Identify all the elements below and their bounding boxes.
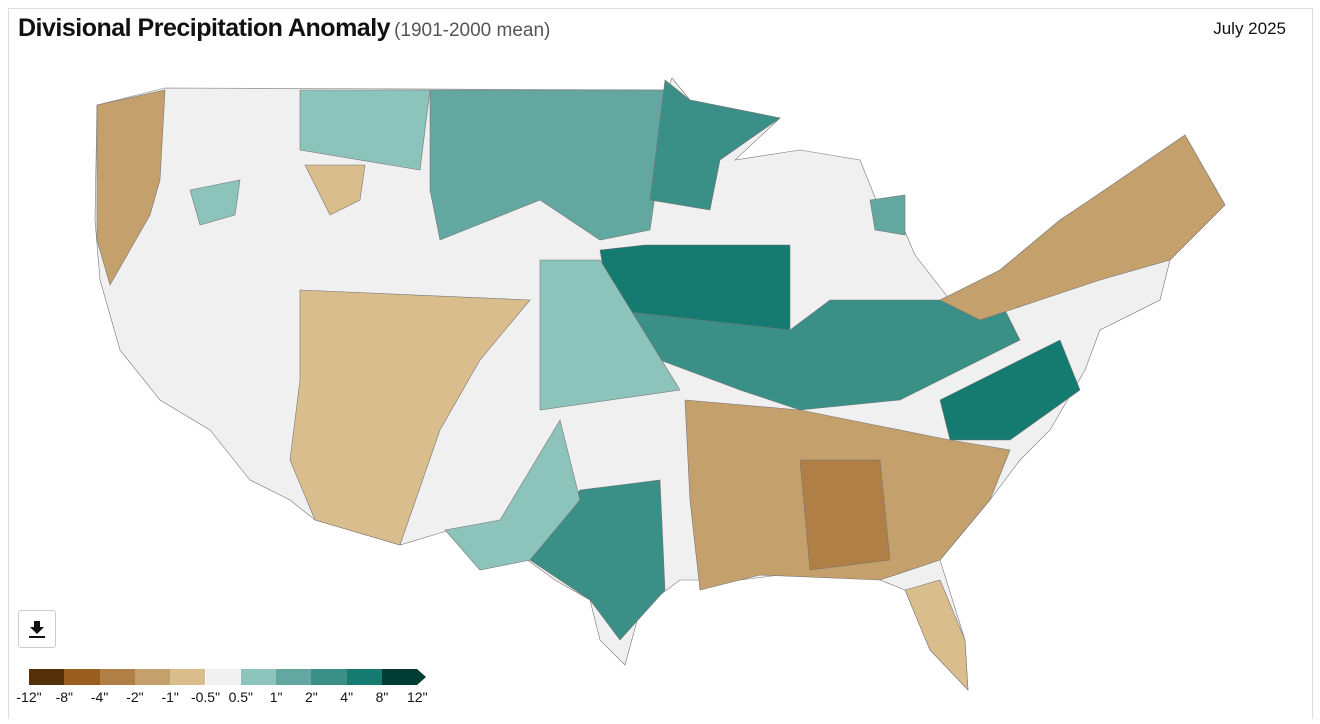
division-southwest	[289, 289, 531, 546]
legend-label: 12"	[407, 689, 428, 705]
legend-arrow	[417, 669, 426, 685]
division-northeast	[939, 134, 1226, 321]
legend-label: 8"	[375, 689, 389, 705]
legend-label: -2"	[126, 689, 144, 705]
division-virginia-maryland	[939, 339, 1081, 441]
legend-swatch	[205, 669, 241, 685]
legend-swatch	[134, 669, 171, 685]
division-alabama	[799, 459, 891, 571]
legend-label: 0.5"	[228, 689, 254, 705]
legend-swatch	[99, 669, 135, 685]
date-label: July 2025	[1213, 19, 1286, 38]
division-midwest-ohio-valley	[609, 299, 1021, 411]
page-title: Divisional Precipitation Anomaly (1901-20…	[18, 14, 551, 42]
legend-swatch	[240, 669, 277, 685]
legend-swatch	[170, 669, 206, 685]
legend-swatch	[29, 669, 65, 685]
legend-label: 1"	[269, 689, 283, 705]
legend-label: 4"	[340, 689, 354, 705]
division-kansas	[539, 259, 681, 411]
division-west-texas	[444, 419, 581, 571]
legend-swatch	[382, 669, 418, 685]
division-wyoming-west	[304, 164, 366, 216]
download-icon	[29, 621, 45, 638]
division-northern-montana	[299, 89, 431, 171]
legend-label: -4"	[90, 689, 109, 705]
legend-swatch	[276, 669, 312, 685]
legend-swatch	[64, 669, 100, 685]
division-pacific-northwest	[96, 89, 166, 286]
legend-label: -8"	[55, 689, 74, 705]
legend-label: -12"	[16, 689, 42, 705]
division-michigan-north	[869, 194, 906, 236]
legend-label: -0.5"	[190, 689, 221, 705]
legend-swatch	[311, 669, 347, 685]
legend-swatch	[346, 669, 382, 685]
division-minnesota	[649, 79, 781, 211]
legend-label: 2"	[305, 689, 318, 705]
division-florida	[904, 579, 969, 691]
legend-label: -1"	[161, 689, 179, 705]
subtitle: (1901-2000 mean)	[394, 20, 551, 41]
division-idaho-division	[189, 179, 241, 226]
download-button[interactable]	[18, 610, 56, 648]
